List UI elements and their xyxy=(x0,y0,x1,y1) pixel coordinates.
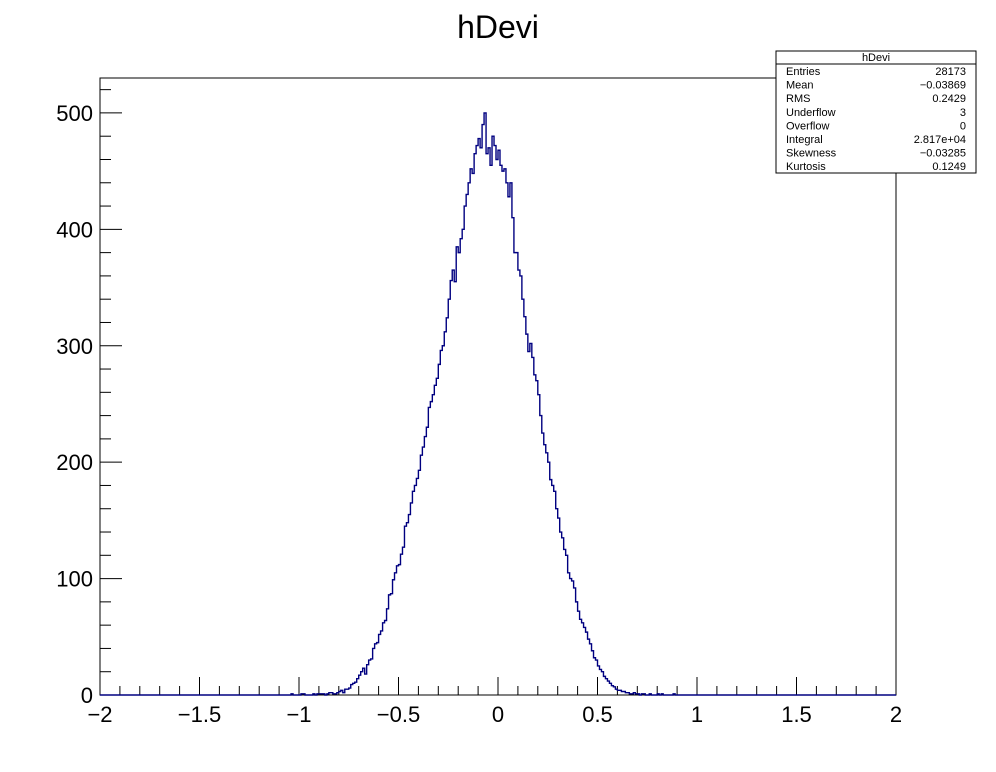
x-tick-label: 1.5 xyxy=(781,702,812,727)
stats-rows: Entries 28173 Mean −0.03869 RMS 0.2429 Underfl… xyxy=(786,66,966,173)
stats-row-label: Underflow xyxy=(786,107,836,119)
stats-box: hDevi Entries 28173 Mean −0.03869 RMS 0.2429 U… xyxy=(775,50,977,174)
x-tick-label: −0.5 xyxy=(377,702,420,727)
stats-row-value: 0.1249 xyxy=(932,161,966,173)
stats-row-value: 0 xyxy=(960,120,966,132)
stats-row-value: 0.2429 xyxy=(932,93,966,105)
y-tick-label: 500 xyxy=(56,101,93,126)
stats-row-label: RMS xyxy=(786,93,810,105)
stats-row-label: Skewness xyxy=(786,148,837,160)
stats-row-value: −0.03869 xyxy=(920,80,966,92)
x-tick-label: −1 xyxy=(286,702,311,727)
stats-box-title: hDevi xyxy=(862,52,890,64)
y-tick-label: 100 xyxy=(56,567,93,592)
histogram-outline xyxy=(100,112,896,696)
x-tick-label: −2 xyxy=(87,702,112,727)
stats-row-value: 2.817e+04 xyxy=(914,134,966,146)
chart-title: hDevi xyxy=(457,9,539,45)
x-tick-label: 0.5 xyxy=(582,702,613,727)
stats-row-label: Kurtosis xyxy=(786,161,826,173)
stats-row-label: Mean xyxy=(786,80,814,92)
stats-row-value: 3 xyxy=(960,107,966,119)
y-tick-label: 0 xyxy=(81,683,93,708)
stats-row-value: 28173 xyxy=(935,66,966,78)
x-tick-label: 2 xyxy=(890,702,902,727)
stats-row-value: −0.03285 xyxy=(920,148,966,160)
stats-box-frame xyxy=(775,50,977,174)
stats-row-label: Entries xyxy=(786,66,821,78)
x-tick-label: −1.5 xyxy=(178,702,221,727)
y-axis: 0 100 200 300 400 500 xyxy=(56,89,122,708)
stats-row-label: Overflow xyxy=(786,120,829,132)
stats-row-label: Integral xyxy=(786,134,823,146)
x-axis: −2 −1.5 −1 −0.5 0 0.5 1 1.5 2 xyxy=(87,677,902,727)
y-tick-label: 400 xyxy=(56,217,93,242)
x-tick-label: 0 xyxy=(492,702,504,727)
y-tick-label: 300 xyxy=(56,334,93,359)
y-tick-label: 200 xyxy=(56,450,93,475)
x-tick-label: 1 xyxy=(691,702,703,727)
